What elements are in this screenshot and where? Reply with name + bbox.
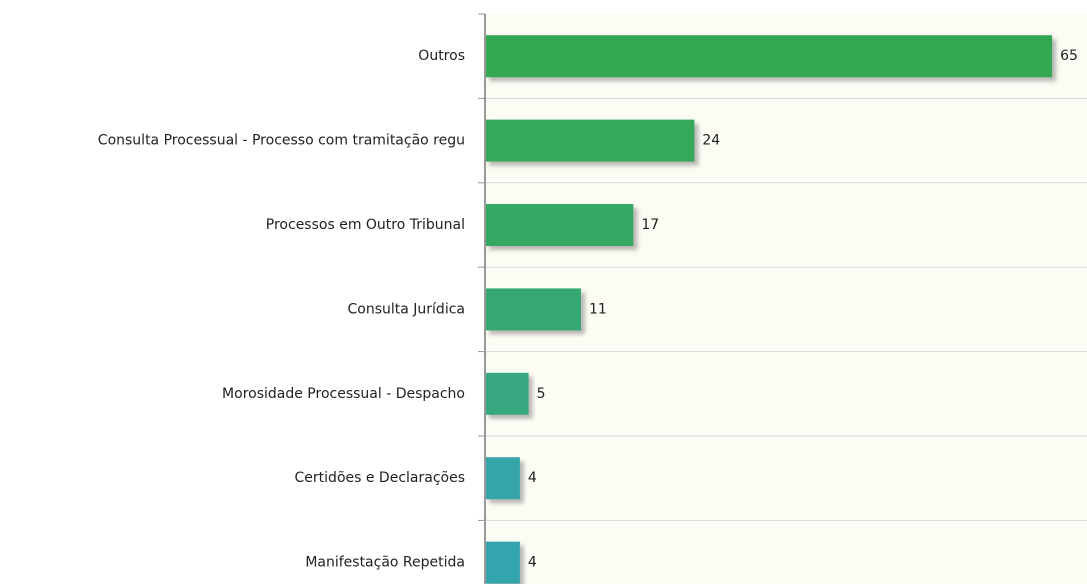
bar xyxy=(485,204,634,246)
data-label: 5 xyxy=(537,386,546,402)
bar xyxy=(485,541,520,584)
y-tick-label: Consulta Processual - Processo com trami… xyxy=(98,133,465,149)
y-tick-label: Outros xyxy=(418,48,465,64)
data-label: 11 xyxy=(589,301,607,317)
bar xyxy=(485,119,695,162)
bar xyxy=(485,35,1053,78)
bar xyxy=(485,457,520,500)
y-tick-label: Manifestação Repetida xyxy=(305,555,465,571)
data-label: 4 xyxy=(528,470,537,486)
data-label: 17 xyxy=(641,217,659,233)
plot-background xyxy=(485,14,1087,584)
bar xyxy=(485,288,581,331)
data-label: 24 xyxy=(702,133,720,149)
y-tick-label: Consulta Jurídica xyxy=(348,301,466,317)
y-tick-label: Processos em Outro Tribunal xyxy=(266,217,465,233)
y-tick-label: Morosidade Processual - Despacho xyxy=(222,386,465,402)
data-label: 65 xyxy=(1060,48,1078,64)
data-label: 4 xyxy=(528,555,537,571)
y-tick-label: Certidões e Declarações xyxy=(295,470,465,486)
bar xyxy=(485,372,529,415)
